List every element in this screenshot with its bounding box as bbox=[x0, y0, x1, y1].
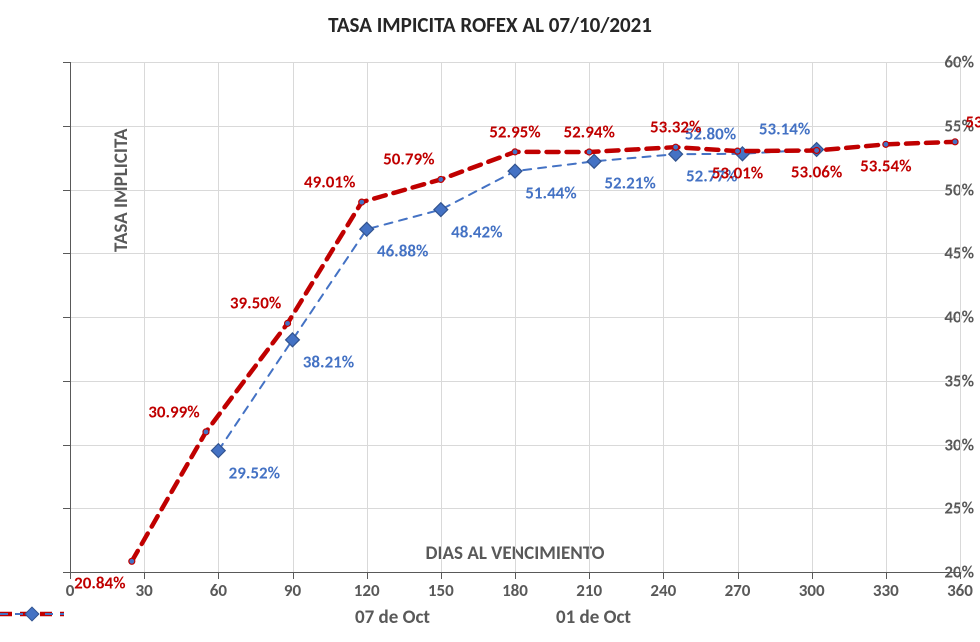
data-label: 46.88% bbox=[377, 241, 428, 262]
data-label: 52.95% bbox=[489, 121, 540, 142]
data-label: 39.50% bbox=[230, 293, 281, 314]
data-label: 53.01% bbox=[712, 163, 763, 184]
data-label: 53.14% bbox=[759, 119, 810, 140]
data-label: 49.01% bbox=[304, 172, 355, 193]
data-label: 29.52% bbox=[229, 462, 280, 483]
data-label: 53.06% bbox=[791, 162, 842, 183]
data-label: 53.32% bbox=[650, 117, 701, 138]
data-label: 53.54% bbox=[860, 156, 911, 177]
data-label: 20.84% bbox=[74, 573, 125, 594]
data-label: 53.74% bbox=[965, 111, 980, 132]
data-label: 30.99% bbox=[148, 401, 199, 422]
chart-container: TASA IMPICITA ROFEX AL 07/10/2021 TASA I… bbox=[0, 0, 980, 642]
data-label: 52.21% bbox=[604, 173, 655, 194]
series-svg bbox=[0, 0, 980, 642]
data-label: 51.44% bbox=[525, 183, 576, 204]
data-label: 52.94% bbox=[563, 122, 614, 143]
data-label: 48.42% bbox=[451, 221, 502, 242]
data-label: 38.21% bbox=[303, 351, 354, 372]
data-label: 50.79% bbox=[383, 149, 434, 170]
